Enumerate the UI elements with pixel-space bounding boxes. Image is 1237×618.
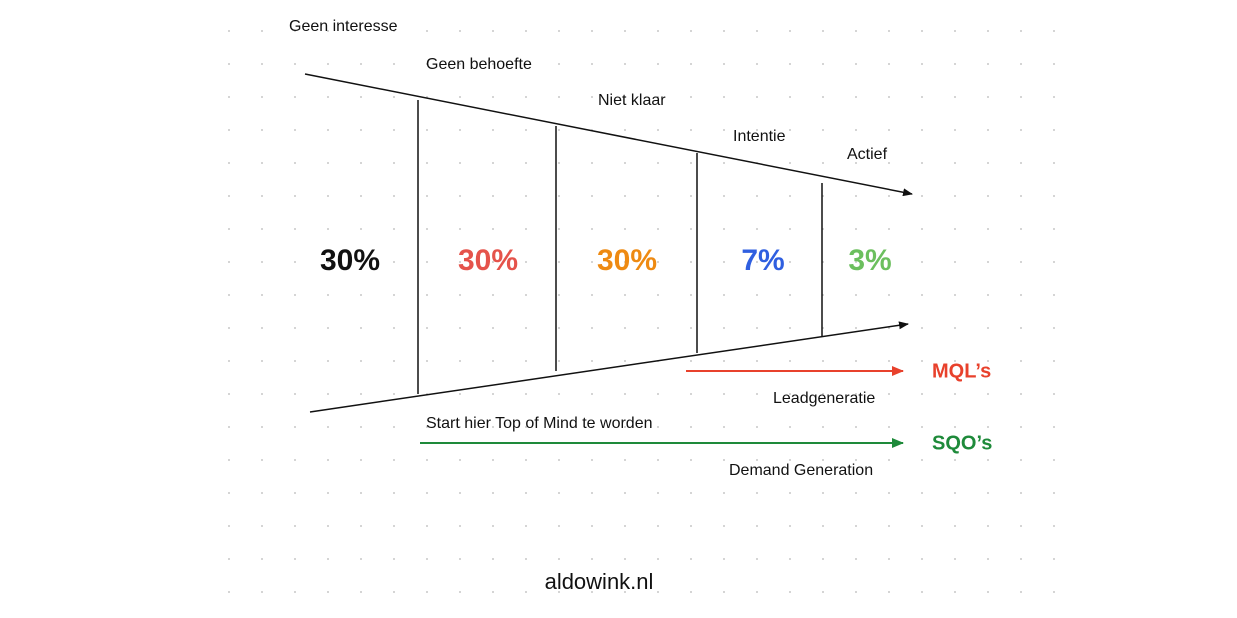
demandgen-start: Start hier Top of Mind te worden	[426, 415, 653, 432]
demandgen-label: Demand Generation	[729, 462, 873, 479]
footer: aldowink.nl	[545, 569, 654, 594]
sqo-target: SQO’s	[932, 432, 992, 454]
stage-label: Actief	[847, 146, 888, 163]
stage-label: Geen behoefte	[426, 56, 532, 73]
stage-share: 7%	[741, 244, 784, 277]
stage-share: 30%	[597, 244, 657, 277]
stage-label: Geen interesse	[289, 18, 398, 35]
stage-label: Intentie	[733, 128, 786, 145]
stage-label: Niet klaar	[598, 92, 666, 109]
stage-share: 30%	[320, 244, 380, 277]
funnel-bottom	[309, 321, 909, 413]
mql-target: MQL’s	[932, 360, 991, 382]
dot-grid	[226, 28, 1062, 608]
funnel-top	[304, 73, 913, 197]
stage-share: 30%	[458, 244, 518, 277]
stage-share: 3%	[848, 244, 891, 277]
leadgen-label: Leadgeneratie	[773, 390, 875, 407]
